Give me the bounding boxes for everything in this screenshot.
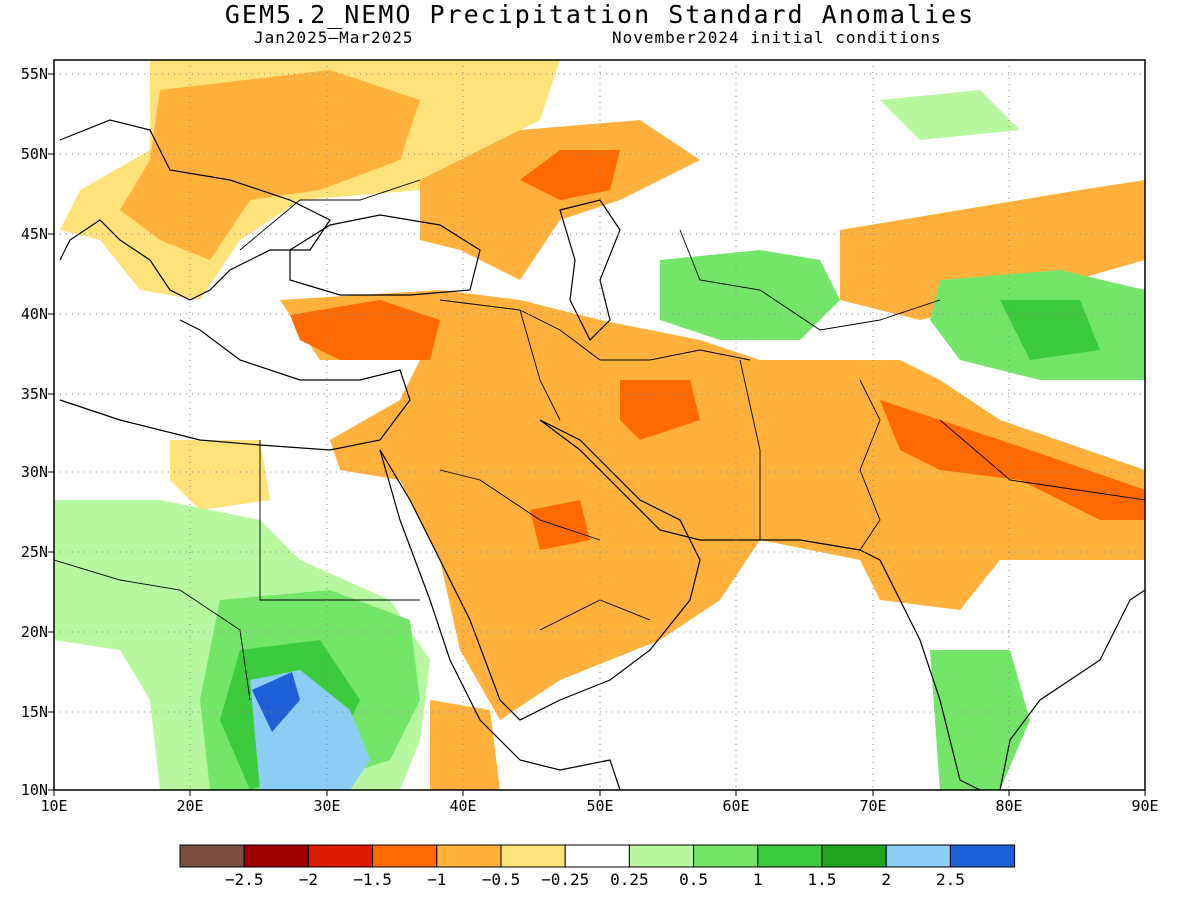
lon-label: 60E — [722, 797, 750, 815]
initial-conditions: November2024 initial conditions — [612, 28, 942, 47]
colorbar-label: −2 — [298, 870, 319, 889]
coast-iran-pakistan — [740, 539, 881, 561]
lon-label: 40E — [449, 797, 477, 815]
coast-india — [879, 559, 1145, 790]
colorbar-label: −0.5 — [481, 870, 521, 889]
anomaly-europe-dry-core — [120, 70, 420, 260]
lat-label: 45N — [20, 225, 48, 243]
colorbar-swatch — [885, 844, 951, 868]
anomaly-siberia-wet — [880, 90, 1020, 140]
lon-label: 10E — [40, 797, 68, 815]
lat-label: 40N — [20, 305, 48, 323]
lat-label: 15N — [20, 703, 48, 721]
colorbar-swatch — [179, 844, 245, 868]
anomaly-iran-dry-core — [620, 380, 700, 440]
colorbar-swatch — [436, 844, 502, 868]
lat-label: 30N — [20, 463, 48, 481]
axis-ticks — [48, 73, 1146, 796]
colorbar-label: 0.25 — [610, 870, 649, 889]
colorbar-label: −2.5 — [224, 870, 264, 889]
colorbar — [179, 844, 1016, 868]
coast-caspian — [559, 199, 621, 342]
colorbar-label: 2.5 — [935, 870, 965, 889]
coast-mediterranean — [59, 319, 411, 451]
colorbar-swatch — [693, 844, 759, 868]
colorbar-label: 1.5 — [807, 870, 837, 889]
anomaly-ethiopia-dry — [430, 700, 500, 790]
map-title: GEM5.2_NEMO Precipitation Standard Anoma… — [224, 0, 976, 29]
country-borders — [54, 179, 1145, 701]
coast-black-sea — [289, 214, 481, 296]
colorbar-swatch — [757, 844, 823, 868]
lon-label: 20E — [176, 797, 204, 815]
coast-persian-gulf — [539, 419, 740, 541]
coast-europe — [59, 119, 331, 301]
lon-label: 50E — [586, 797, 614, 815]
colorbar-swatch — [564, 844, 630, 868]
colorbar-swatch — [821, 844, 887, 868]
lat-label: 55N — [20, 65, 48, 83]
colorbar-swatch — [500, 844, 566, 868]
colorbar-swatch — [949, 844, 1016, 868]
lat-label: 25N — [20, 543, 48, 561]
anomaly-tarim-wet-core — [1000, 300, 1100, 360]
colorbar-label: 1 — [752, 870, 763, 889]
colorbar-swatch — [628, 844, 695, 868]
anomaly-sahara-dry — [170, 440, 270, 510]
forecast-period: Jan2025–Mar2025 — [254, 28, 414, 47]
anomaly-caspian-dry-core — [520, 150, 620, 200]
anomaly-turkey-dry-core — [290, 300, 440, 360]
anomaly-kazakh-wet — [660, 250, 840, 340]
anomaly-india-wet — [930, 650, 1030, 790]
lon-label: 90E — [1131, 797, 1159, 815]
coast-horn-africa — [519, 759, 621, 790]
coast-red-sea-africa — [379, 449, 521, 761]
lat-label: 20N — [20, 623, 48, 641]
colorbar-label: 0.5 — [679, 870, 709, 889]
lat-label: 50N — [20, 145, 48, 163]
anomaly-middleeast-dry — [280, 290, 1145, 720]
colorbar-swatch — [243, 844, 309, 868]
anomaly-central-asia-dry — [840, 180, 1145, 320]
lon-label: 70E — [859, 797, 887, 815]
colorbar-label: −1.5 — [353, 870, 392, 889]
lon-label: 80E — [995, 797, 1023, 815]
anomaly-arabia-dry-core — [530, 500, 590, 550]
colorbar-label: −1 — [427, 870, 447, 889]
coast-arabia — [379, 419, 701, 721]
lat-label: 10N — [20, 781, 48, 799]
colorbar-label: −0.25 — [541, 870, 590, 889]
colorbar-swatch — [372, 844, 438, 868]
colorbar-label: 2 — [881, 870, 891, 889]
colorbar-swatch — [307, 844, 374, 868]
lon-label: 30E — [313, 797, 341, 815]
lat-label: 35N — [20, 385, 48, 403]
coastlines — [59, 119, 1145, 790]
anomaly-sudan-extreme-wet — [252, 672, 300, 732]
